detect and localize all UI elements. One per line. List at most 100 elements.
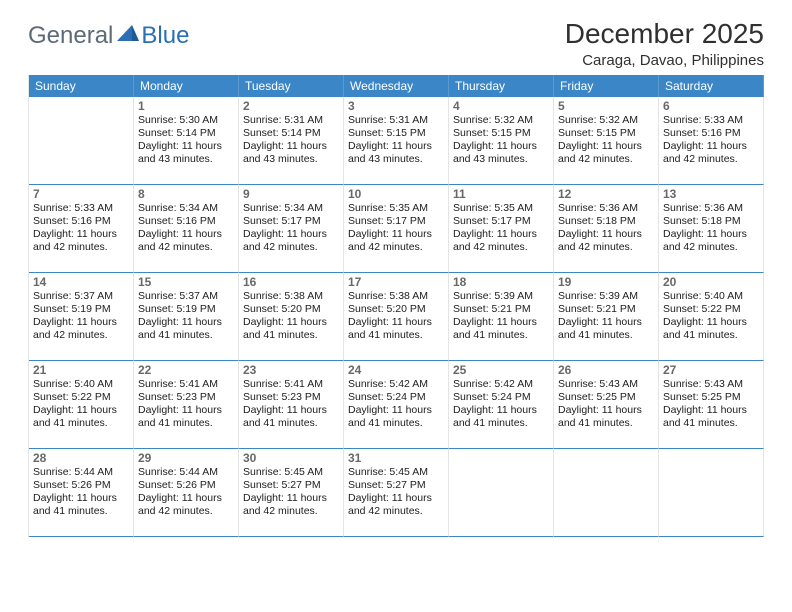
day-number: 10 <box>348 187 444 201</box>
logo-text-general: General <box>28 22 113 50</box>
day-detail: Sunrise: 5:30 AMSunset: 5:14 PMDaylight:… <box>138 114 234 167</box>
day-detail: Sunrise: 5:40 AMSunset: 5:22 PMDaylight:… <box>663 290 759 343</box>
logo-triangle-icon <box>117 25 139 41</box>
day-detail: Sunrise: 5:36 AMSunset: 5:18 PMDaylight:… <box>663 202 759 255</box>
day-detail: Sunrise: 5:43 AMSunset: 5:25 PMDaylight:… <box>663 378 759 431</box>
day-detail: Sunrise: 5:32 AMSunset: 5:15 PMDaylight:… <box>453 114 549 167</box>
day-detail: Sunrise: 5:33 AMSunset: 5:16 PMDaylight:… <box>33 202 129 255</box>
dow-header: Wednesday <box>344 75 449 97</box>
day-detail: Sunrise: 5:45 AMSunset: 5:27 PMDaylight:… <box>243 466 339 519</box>
day-detail: Sunrise: 5:35 AMSunset: 5:17 PMDaylight:… <box>348 202 444 255</box>
calendar-cell: 20Sunrise: 5:40 AMSunset: 5:22 PMDayligh… <box>659 273 764 361</box>
calendar-cell: 15Sunrise: 5:37 AMSunset: 5:19 PMDayligh… <box>134 273 239 361</box>
day-number: 9 <box>243 187 339 201</box>
calendar-cell: 28Sunrise: 5:44 AMSunset: 5:26 PMDayligh… <box>29 449 134 537</box>
dow-header: Thursday <box>449 75 554 97</box>
day-detail: Sunrise: 5:43 AMSunset: 5:25 PMDaylight:… <box>558 378 654 431</box>
day-number: 22 <box>138 363 234 377</box>
calendar-cell: 10Sunrise: 5:35 AMSunset: 5:17 PMDayligh… <box>344 185 449 273</box>
calendar-cell: 24Sunrise: 5:42 AMSunset: 5:24 PMDayligh… <box>344 361 449 449</box>
day-number: 19 <box>558 275 654 289</box>
calendar-cell: 17Sunrise: 5:38 AMSunset: 5:20 PMDayligh… <box>344 273 449 361</box>
day-detail: Sunrise: 5:34 AMSunset: 5:17 PMDaylight:… <box>243 202 339 255</box>
day-number: 6 <box>663 99 759 113</box>
dow-header: Saturday <box>659 75 764 97</box>
day-detail: Sunrise: 5:44 AMSunset: 5:26 PMDaylight:… <box>138 466 234 519</box>
day-detail: Sunrise: 5:31 AMSunset: 5:14 PMDaylight:… <box>243 114 339 167</box>
day-number: 25 <box>453 363 549 377</box>
calendar-cell: 22Sunrise: 5:41 AMSunset: 5:23 PMDayligh… <box>134 361 239 449</box>
calendar-cell: 31Sunrise: 5:45 AMSunset: 5:27 PMDayligh… <box>344 449 449 537</box>
day-detail: Sunrise: 5:41 AMSunset: 5:23 PMDaylight:… <box>243 378 339 431</box>
day-detail: Sunrise: 5:42 AMSunset: 5:24 PMDaylight:… <box>453 378 549 431</box>
day-detail: Sunrise: 5:31 AMSunset: 5:15 PMDaylight:… <box>348 114 444 167</box>
day-detail: Sunrise: 5:34 AMSunset: 5:16 PMDaylight:… <box>138 202 234 255</box>
header: General Blue December 2025 Caraga, Davao… <box>28 18 764 69</box>
day-number: 12 <box>558 187 654 201</box>
calendar-cell: 4Sunrise: 5:32 AMSunset: 5:15 PMDaylight… <box>449 97 554 185</box>
calendar-cell: 7Sunrise: 5:33 AMSunset: 5:16 PMDaylight… <box>29 185 134 273</box>
title-block: December 2025 Caraga, Davao, Philippines <box>565 18 764 69</box>
location-subtitle: Caraga, Davao, Philippines <box>565 52 764 69</box>
day-detail: Sunrise: 5:39 AMSunset: 5:21 PMDaylight:… <box>453 290 549 343</box>
calendar-cell: 16Sunrise: 5:38 AMSunset: 5:20 PMDayligh… <box>239 273 344 361</box>
day-number: 3 <box>348 99 444 113</box>
day-detail: Sunrise: 5:38 AMSunset: 5:20 PMDaylight:… <box>243 290 339 343</box>
day-number: 5 <box>558 99 654 113</box>
day-detail: Sunrise: 5:32 AMSunset: 5:15 PMDaylight:… <box>558 114 654 167</box>
calendar-cell: 27Sunrise: 5:43 AMSunset: 5:25 PMDayligh… <box>659 361 764 449</box>
calendar-cell <box>449 449 554 537</box>
day-number: 20 <box>663 275 759 289</box>
day-number: 2 <box>243 99 339 113</box>
day-detail: Sunrise: 5:36 AMSunset: 5:18 PMDaylight:… <box>558 202 654 255</box>
day-number: 17 <box>348 275 444 289</box>
day-number: 4 <box>453 99 549 113</box>
day-detail: Sunrise: 5:35 AMSunset: 5:17 PMDaylight:… <box>453 202 549 255</box>
day-number: 8 <box>138 187 234 201</box>
day-detail: Sunrise: 5:40 AMSunset: 5:22 PMDaylight:… <box>33 378 129 431</box>
calendar-cell: 25Sunrise: 5:42 AMSunset: 5:24 PMDayligh… <box>449 361 554 449</box>
calendar-cell: 14Sunrise: 5:37 AMSunset: 5:19 PMDayligh… <box>29 273 134 361</box>
day-number: 31 <box>348 451 444 465</box>
calendar-cell: 6Sunrise: 5:33 AMSunset: 5:16 PMDaylight… <box>659 97 764 185</box>
day-detail: Sunrise: 5:45 AMSunset: 5:27 PMDaylight:… <box>348 466 444 519</box>
calendar-grid: SundayMondayTuesdayWednesdayThursdayFrid… <box>28 75 764 537</box>
day-detail: Sunrise: 5:41 AMSunset: 5:23 PMDaylight:… <box>138 378 234 431</box>
calendar-cell: 30Sunrise: 5:45 AMSunset: 5:27 PMDayligh… <box>239 449 344 537</box>
day-detail: Sunrise: 5:37 AMSunset: 5:19 PMDaylight:… <box>138 290 234 343</box>
day-number: 28 <box>33 451 129 465</box>
calendar-cell: 21Sunrise: 5:40 AMSunset: 5:22 PMDayligh… <box>29 361 134 449</box>
calendar-cell: 12Sunrise: 5:36 AMSunset: 5:18 PMDayligh… <box>554 185 659 273</box>
day-number: 21 <box>33 363 129 377</box>
calendar-cell: 13Sunrise: 5:36 AMSunset: 5:18 PMDayligh… <box>659 185 764 273</box>
day-detail: Sunrise: 5:44 AMSunset: 5:26 PMDaylight:… <box>33 466 129 519</box>
day-number: 24 <box>348 363 444 377</box>
calendar-cell: 8Sunrise: 5:34 AMSunset: 5:16 PMDaylight… <box>134 185 239 273</box>
calendar-cell: 29Sunrise: 5:44 AMSunset: 5:26 PMDayligh… <box>134 449 239 537</box>
calendar-cell <box>554 449 659 537</box>
logo: General Blue <box>28 22 189 50</box>
day-number: 14 <box>33 275 129 289</box>
calendar-cell <box>29 97 134 185</box>
day-detail: Sunrise: 5:42 AMSunset: 5:24 PMDaylight:… <box>348 378 444 431</box>
day-number: 11 <box>453 187 549 201</box>
calendar-cell: 18Sunrise: 5:39 AMSunset: 5:21 PMDayligh… <box>449 273 554 361</box>
calendar-cell: 5Sunrise: 5:32 AMSunset: 5:15 PMDaylight… <box>554 97 659 185</box>
calendar-page: General Blue December 2025 Caraga, Davao… <box>0 0 792 547</box>
day-number: 13 <box>663 187 759 201</box>
calendar-cell: 26Sunrise: 5:43 AMSunset: 5:25 PMDayligh… <box>554 361 659 449</box>
calendar-cell: 19Sunrise: 5:39 AMSunset: 5:21 PMDayligh… <box>554 273 659 361</box>
dow-header: Monday <box>134 75 239 97</box>
day-detail: Sunrise: 5:37 AMSunset: 5:19 PMDaylight:… <box>33 290 129 343</box>
logo-text-blue: Blue <box>141 22 189 50</box>
day-detail: Sunrise: 5:33 AMSunset: 5:16 PMDaylight:… <box>663 114 759 167</box>
day-number: 23 <box>243 363 339 377</box>
day-number: 30 <box>243 451 339 465</box>
dow-header: Tuesday <box>239 75 344 97</box>
calendar-cell <box>659 449 764 537</box>
day-number: 18 <box>453 275 549 289</box>
calendar-cell: 3Sunrise: 5:31 AMSunset: 5:15 PMDaylight… <box>344 97 449 185</box>
day-number: 16 <box>243 275 339 289</box>
dow-header: Sunday <box>29 75 134 97</box>
day-number: 26 <box>558 363 654 377</box>
